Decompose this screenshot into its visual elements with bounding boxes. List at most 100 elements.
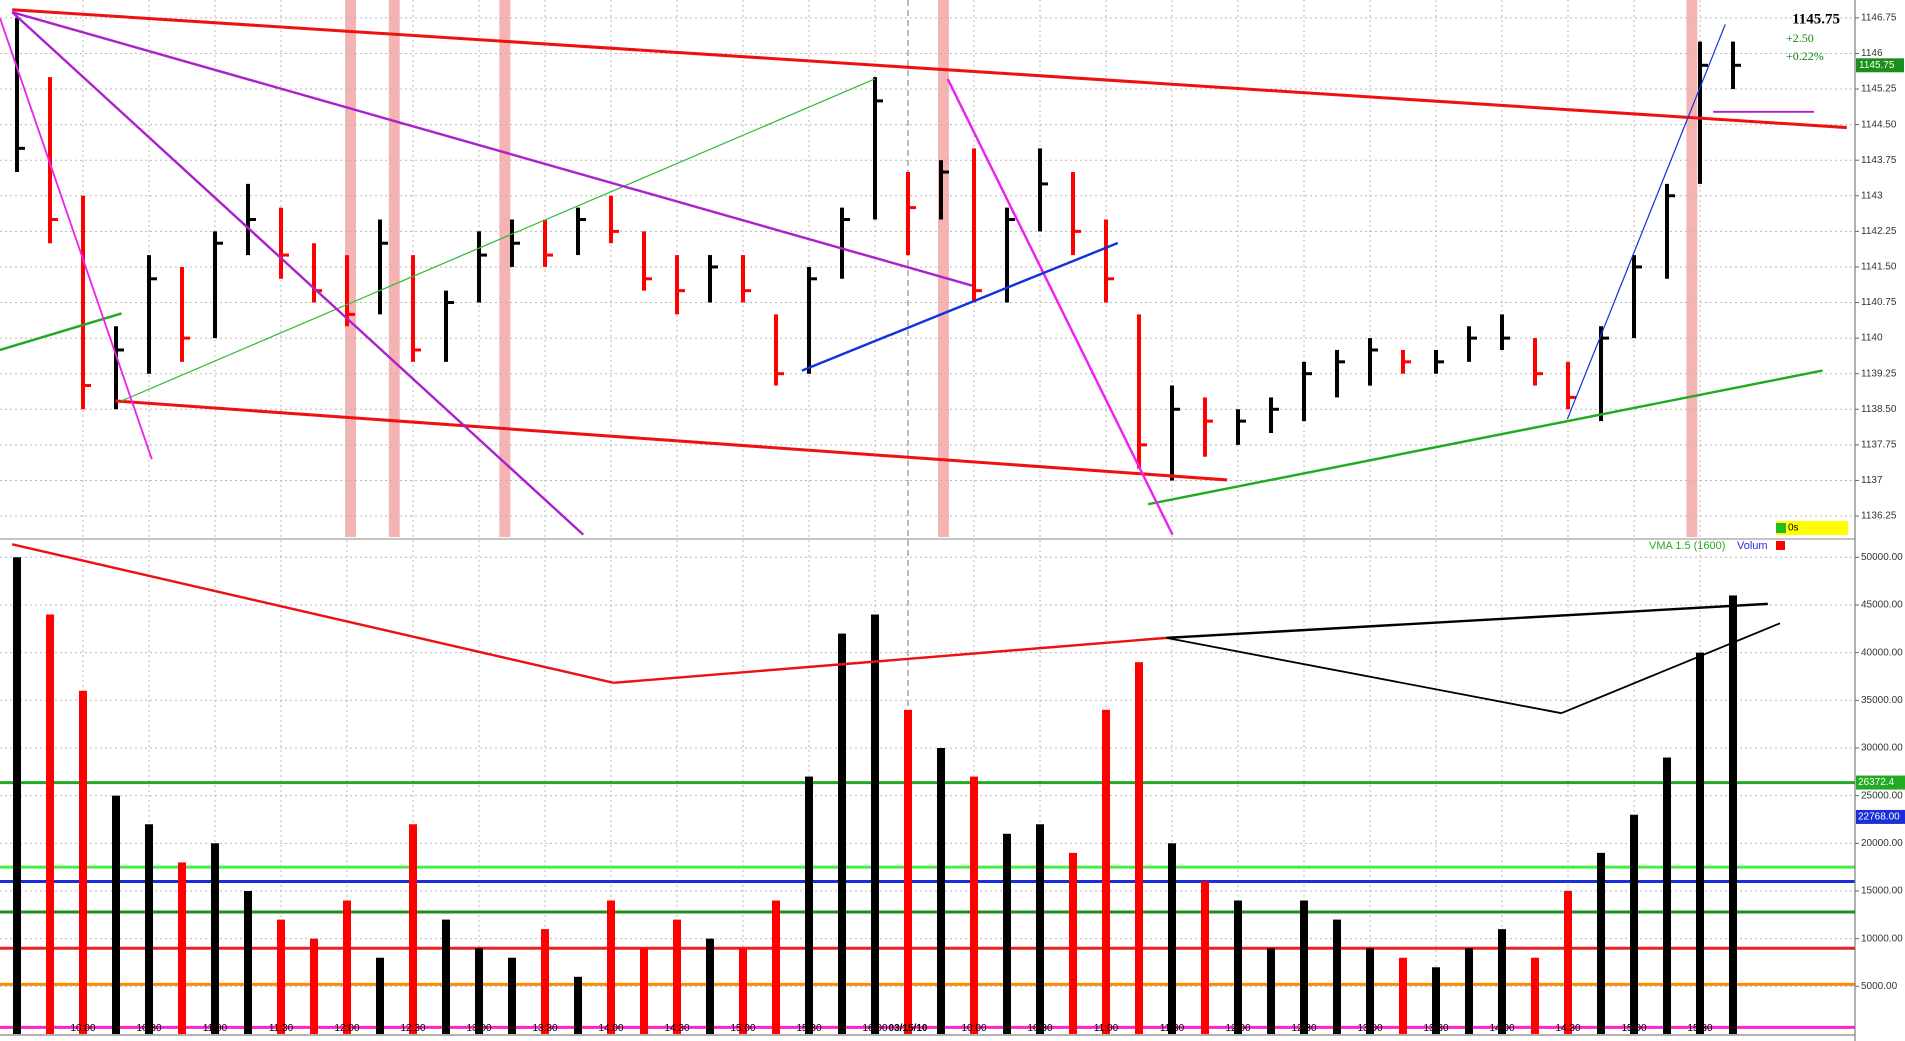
y-tick-label: 1138.50 <box>1861 404 1897 415</box>
x-tick-label: 13:30 <box>1423 1023 1448 1034</box>
y-tick-label: 10000.00 <box>1861 933 1903 944</box>
volume-bar <box>1201 881 1209 1034</box>
timer-icon <box>1776 523 1786 533</box>
legend-volume: Volum <box>1737 540 1768 552</box>
x-tick-label: 10:30 <box>136 1023 161 1034</box>
x-tick-label: 12:00 <box>1225 1023 1250 1034</box>
volume-bar <box>541 929 549 1034</box>
volume-bar <box>79 690 87 1034</box>
volume-bar <box>574 976 582 1034</box>
trend-line <box>1566 24 1726 420</box>
trend-line <box>11 10 973 287</box>
x-tick-label: 13:30 <box>532 1023 557 1034</box>
volume-bar <box>244 890 252 1034</box>
last-price-tag-label: 1145.75 <box>1859 60 1895 71</box>
x-tick-label: 11:00 <box>1094 1023 1119 1034</box>
trend-line <box>946 78 1174 536</box>
x-tick-label: 14:30 <box>1555 1023 1580 1034</box>
x-tick-label: 12:30 <box>1291 1023 1316 1034</box>
x-tick-label: 10:00 <box>70 1023 95 1034</box>
volume-bar <box>46 614 54 1034</box>
volume-bar <box>475 948 483 1034</box>
x-tick-label: 10:30 <box>1027 1023 1052 1034</box>
volume-bar <box>1366 948 1374 1034</box>
trend-line <box>121 78 876 402</box>
y-tick-label: 1146 <box>1861 48 1883 59</box>
volume-bar <box>772 900 780 1034</box>
x-tick-label: 15:30 <box>1687 1023 1712 1034</box>
level-tag <box>1856 775 1905 790</box>
volume-bar <box>442 919 450 1034</box>
last-price-tag <box>1856 58 1904 73</box>
x-tick-label: 13:00 <box>466 1023 491 1034</box>
volume-bar <box>211 843 219 1034</box>
band <box>345 0 356 538</box>
volume-bar <box>1267 948 1275 1034</box>
volume-bar <box>1729 595 1737 1034</box>
x-tick-label: 15:00 <box>730 1023 755 1034</box>
marks <box>0 17 1905 1034</box>
x-tick-label: 14:00 <box>598 1023 623 1034</box>
volume-bar <box>871 614 879 1034</box>
timer-box <box>1776 521 1848 535</box>
y-tick-label: 1146.75 <box>1861 13 1897 24</box>
volume-bar <box>607 900 615 1034</box>
y-tick-label: 1141.50 <box>1861 262 1897 273</box>
band <box>499 0 511 538</box>
y-tick-label: 1140.75 <box>1861 297 1897 308</box>
trend-line <box>1147 369 1823 506</box>
band <box>388 0 400 538</box>
y-tick-label: 5000.00 <box>1861 981 1898 992</box>
timer: 0s <box>1788 523 1799 534</box>
volume-bar <box>1168 843 1176 1034</box>
volume-bar <box>1003 833 1011 1034</box>
y-tick-label: 1136.25 <box>1861 511 1897 522</box>
trend-line <box>0 17 153 460</box>
y-tick-label: 35000.00 <box>1861 695 1903 706</box>
volume-bar <box>838 633 846 1034</box>
y-tick-label: 1143 <box>1861 190 1883 201</box>
price-change: +2.50 <box>1786 31 1814 45</box>
volume-bar <box>343 900 351 1034</box>
volume-bar <box>1234 900 1242 1034</box>
volume-bar <box>1333 919 1341 1034</box>
x-tick-label: 14:30 <box>664 1023 689 1034</box>
y-tick-label: 45000.00 <box>1861 600 1903 611</box>
trend-line <box>1560 622 1781 715</box>
volume-bar <box>1531 957 1539 1034</box>
volume-bar <box>277 919 285 1034</box>
session-bands <box>345 0 1698 538</box>
volume-bar <box>376 957 384 1034</box>
volume-bar <box>1564 890 1572 1034</box>
y-tick-label: 1137 <box>1861 475 1883 486</box>
trend-line <box>1166 602 1768 640</box>
trend-line <box>12 8 1847 130</box>
trend-lines <box>0 8 1847 715</box>
volume-bar <box>673 919 681 1034</box>
volume-bar <box>1399 957 1407 1034</box>
last-price: 1145.75 <box>1792 11 1840 27</box>
y-tick-label: 30000.00 <box>1861 743 1903 754</box>
x-tick-label: 12:00 <box>334 1023 359 1034</box>
volume-bar <box>1630 814 1638 1034</box>
y-tick-label: 50000.00 <box>1861 552 1903 563</box>
volume-bar <box>739 948 747 1034</box>
y-tick-label: 15000.00 <box>1861 886 1903 897</box>
volume-bar <box>1102 709 1110 1034</box>
volume-bar <box>409 824 417 1034</box>
volume-bar <box>640 948 648 1034</box>
trend-line <box>801 241 1119 372</box>
y-tick-label: 1139.25 <box>1861 368 1897 379</box>
volume-bar <box>1498 929 1506 1034</box>
y-tick-label: 1140 <box>1861 333 1883 344</box>
last-volume-tag <box>1856 809 1905 824</box>
band <box>1686 0 1698 538</box>
y-tick-label: 20000.00 <box>1861 838 1903 849</box>
y-tick-label: 1145.25 <box>1861 84 1897 95</box>
volume-bar <box>1597 852 1605 1034</box>
labels: 1145.75 +2.50 +0.22% 0s VMA 1.5 (1600) V… <box>70 11 1903 1034</box>
price-change-percent: +0.22% <box>1786 49 1824 63</box>
